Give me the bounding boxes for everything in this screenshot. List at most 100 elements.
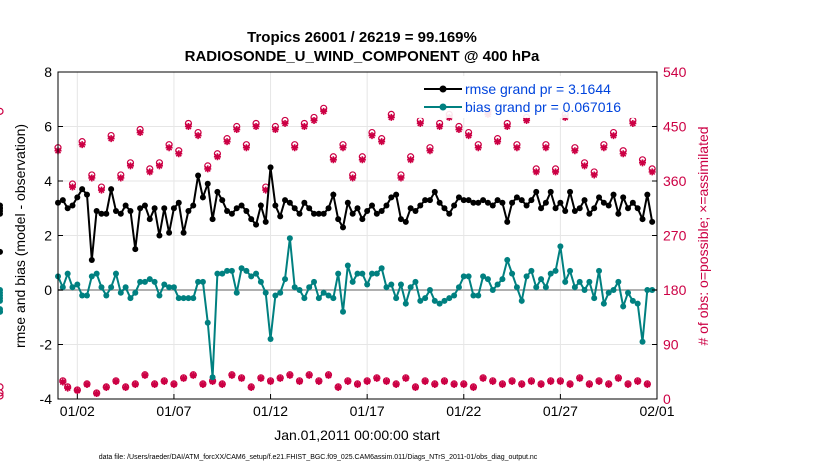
rmse-point [373, 210, 380, 217]
obs-assimilated-point [257, 374, 265, 382]
obs-assimilated-point [160, 377, 168, 385]
obs-assimilated-point [242, 144, 250, 152]
bias-point [122, 284, 129, 291]
obs-assimilated-point [204, 165, 212, 173]
y-axis-right-label: # of obs: o=possible; ×=assimilated [695, 126, 711, 345]
obs-assimilated-point [368, 132, 376, 140]
bias-point [504, 257, 511, 264]
bias-point [103, 292, 110, 299]
rmse-point [315, 210, 322, 217]
rmse-point [644, 191, 651, 198]
obs-assimilated-point [151, 380, 159, 388]
y2-tick-label: 450 [663, 119, 687, 135]
bias-point [83, 292, 90, 299]
bias-point [175, 295, 182, 302]
rmse-point [383, 202, 390, 209]
obs-assimilated-point [344, 377, 352, 385]
bias-point [557, 243, 564, 250]
bias-point [402, 300, 409, 307]
obs-assimilated-point [605, 380, 613, 388]
obs-possible-point [0, 107, 4, 115]
rmse-point [465, 197, 472, 204]
rmse-point [161, 205, 168, 212]
rmse-point [219, 197, 226, 204]
rmse-point [523, 202, 530, 209]
bias-point [625, 289, 632, 296]
obs-assimilated-point [349, 174, 357, 182]
x-tick-label: 01/07 [156, 403, 191, 419]
rmse-point [475, 199, 482, 206]
bias-point [117, 289, 124, 296]
y2-tick-label: 540 [663, 64, 687, 80]
bias-point [141, 278, 148, 285]
obs-assimilated-point [547, 377, 555, 385]
rmse-point [146, 216, 153, 223]
obs-assimilated-point [402, 374, 410, 382]
rmse-point [368, 202, 375, 209]
rmse-point [596, 194, 603, 201]
rmse-point [325, 205, 332, 212]
bias-point [0, 306, 3, 313]
rmse-point [199, 194, 206, 201]
obs-assimilated-point [489, 377, 497, 385]
rmse-point [141, 202, 148, 209]
obs-assimilated-point [440, 377, 448, 385]
bias-point [291, 284, 298, 291]
obs-assimilated-point [407, 156, 415, 164]
obs-assimilated-point [363, 377, 371, 385]
rmse-point [185, 207, 192, 214]
y2-tick-label: 90 [663, 337, 679, 353]
rmse-point [180, 229, 187, 236]
rmse-point [253, 221, 260, 228]
obs-assimilated-point [358, 156, 366, 164]
obs-assimilated-point [334, 383, 342, 391]
bias-point [383, 284, 390, 291]
obs-assimilated-point [378, 138, 386, 146]
bias-point [156, 292, 163, 299]
obs-assimilated-point [83, 380, 91, 388]
rmse-point [209, 216, 216, 223]
rmse-point [513, 194, 520, 201]
bias-point [180, 295, 187, 302]
bias-point [528, 267, 535, 274]
obs-assimilated-point [97, 186, 105, 194]
rmse-point [576, 205, 583, 212]
rmse-point [296, 210, 303, 217]
obs-assimilated-point [267, 377, 275, 385]
obs-assimilated-point [532, 168, 540, 176]
obs-assimilated-point [296, 377, 304, 385]
bias-point [137, 278, 144, 285]
obs-assimilated-point [286, 371, 294, 379]
obs-assimilated-point [136, 129, 144, 137]
bias-point [79, 292, 86, 299]
obs-assimilated-point [141, 371, 149, 379]
obs-assimilated-point [469, 383, 477, 391]
obs-assimilated-point [648, 168, 656, 176]
bias-point [204, 319, 211, 326]
bias-point [112, 270, 119, 277]
obs-assimilated-point [474, 144, 482, 152]
rmse-point [132, 246, 139, 253]
rmse-point [393, 191, 400, 198]
obs-assimilated-point [122, 383, 130, 391]
rmse-point [204, 180, 211, 187]
rmse-point [629, 199, 636, 206]
legend-bias-label: bias grand pr = 0.067016 [465, 99, 621, 115]
obs-assimilated-point [339, 144, 347, 152]
obs-assimilated-point [600, 144, 608, 152]
obs-assimilated-point [112, 377, 120, 385]
bias-point [0, 297, 3, 304]
rmse-point [489, 202, 496, 209]
bias-point [277, 289, 284, 296]
bias-point [199, 278, 206, 285]
rmse-point [83, 191, 90, 198]
bias-point [533, 284, 540, 291]
bias-point [146, 276, 153, 283]
rmse-point [190, 202, 197, 209]
bias-point [195, 278, 202, 285]
rmse-point [509, 199, 516, 206]
x-axis-label: Jan.01,2011 00:00:00 start [274, 427, 440, 443]
obs-assimilated-point [455, 126, 463, 134]
obs-assimilated-point [373, 374, 381, 382]
